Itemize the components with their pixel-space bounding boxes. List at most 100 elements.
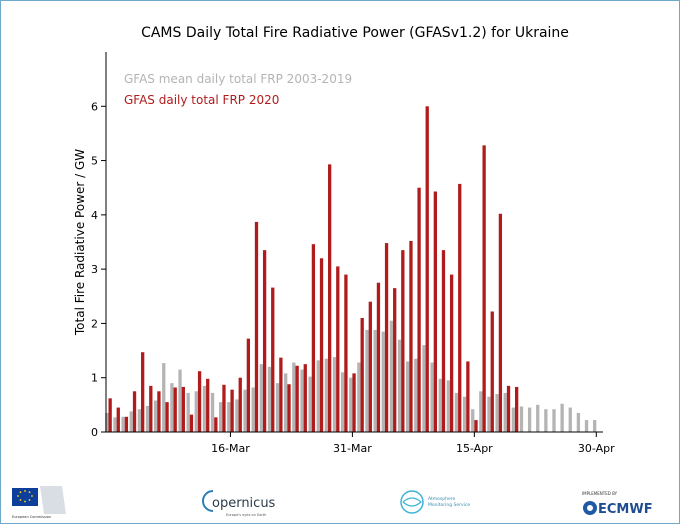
y-tick-label: 3 [91, 263, 98, 276]
mean-bar-day-16 [227, 402, 231, 432]
2020-bar-day-39 [417, 187, 421, 432]
mean-bar-day-47 [479, 391, 483, 432]
2020-bar-day-13 [206, 378, 210, 432]
mean-bar-day-43 [446, 380, 450, 432]
2020-bar-day-28 [328, 164, 332, 432]
mean-bar-day-55 [544, 409, 548, 432]
2020-series-bars [108, 106, 519, 432]
mean-bar-day-21 [267, 366, 272, 432]
mean-bar-day-25 [300, 369, 304, 432]
mean-bar-day-27 [316, 360, 320, 432]
2020-bar-day-26 [311, 244, 316, 432]
copernicus-brand: opernicus [212, 496, 276, 511]
mean-bar-day-53 [527, 407, 532, 432]
mean-bar-day-28 [324, 358, 329, 432]
2020-bar-day-48 [490, 311, 494, 432]
mean-bar-day-37 [397, 339, 402, 432]
eu-text: European Commission [12, 515, 51, 519]
2020-bar-day-20 [262, 250, 267, 432]
mean-bar-day-3 [121, 416, 125, 432]
2020-bar-day-35 [384, 243, 389, 432]
mean-bar-day-41 [430, 362, 434, 432]
2020-bar-day-45 [466, 361, 470, 432]
2020-bar-day-18 [246, 338, 251, 432]
ecmwf-implemented: IMPLEMENTED BY [582, 491, 618, 496]
2020-bar-day-7 [157, 391, 161, 432]
2020-bar-day-8 [165, 402, 169, 432]
y-tick-label: 5 [91, 155, 98, 168]
2020-bar-day-27 [319, 258, 324, 432]
2020-bar-day-23 [287, 384, 291, 432]
ecmwf-logo: IMPLEMENTED BY ECMWF [582, 491, 653, 517]
mean-bar-day-46 [471, 409, 475, 432]
2020-bar-day-47 [482, 145, 486, 432]
mean-bar-day-18 [243, 389, 247, 432]
mean-bar-day-33 [365, 329, 369, 432]
mean-bar-day-20 [259, 364, 263, 432]
legend-entry-mean: GFAS mean daily total FRP 2003-2019 [124, 72, 352, 86]
mean-bar-day-50 [503, 392, 507, 432]
mean-bar-day-22 [275, 383, 280, 432]
mean-bar-day-59 [576, 413, 581, 432]
mean-series-bars [105, 320, 597, 432]
mean-bar-day-30 [340, 372, 345, 432]
2020-bar-day-37 [401, 250, 405, 432]
mean-bar-day-17 [235, 399, 239, 432]
legend-entry-2020: GFAS daily total FRP 2020 [124, 93, 279, 107]
mean-bar-day-24 [292, 362, 296, 432]
mean-bar-day-45 [462, 396, 467, 432]
atmosphere-line2: Monitoring Service [428, 502, 470, 508]
2020-bar-day-17 [238, 377, 242, 432]
2020-bar-day-38 [409, 240, 413, 432]
2020-bar-day-19 [254, 221, 259, 432]
x-tick-label: 30-Apr [578, 442, 615, 455]
y-tick-label: 6 [91, 100, 98, 113]
2020-bar-day-24 [295, 365, 299, 432]
mean-bar-day-12 [194, 391, 198, 432]
copernicus-tagline: Europe's eyes on Earth [226, 513, 266, 517]
2020-bar-day-42 [441, 250, 446, 432]
2020-bar-day-44 [458, 183, 462, 432]
mean-bar-day-2 [113, 417, 117, 432]
2020-bar-day-6 [149, 385, 153, 432]
2020-bar-day-12 [197, 371, 202, 432]
mean-bar-day-23 [284, 373, 288, 432]
mean-bar-day-42 [438, 378, 442, 432]
atmosphere-line1: Atmosphere [428, 496, 455, 502]
2020-bar-day-9 [173, 387, 177, 432]
2020-bar-day-33 [368, 301, 372, 432]
mean-bar-day-60 [584, 420, 589, 432]
2020-bar-day-50 [506, 385, 511, 432]
eu-logo: European Commission [12, 486, 66, 519]
mean-bar-day-15 [219, 402, 223, 432]
mean-bar-day-52 [519, 406, 524, 432]
2020-bar-day-40 [425, 106, 429, 432]
2020-bar-day-25 [303, 364, 307, 432]
mean-bar-day-19 [251, 387, 255, 432]
y-tick-label: 2 [91, 317, 98, 330]
footer-logos: European Commission opernicus Europe's e… [12, 486, 653, 519]
mean-bar-day-9 [170, 383, 174, 432]
2020-bar-day-36 [393, 288, 397, 432]
2020-bar-day-10 [181, 386, 185, 432]
y-axis-ticks: 0 1 2 3 4 5 6 [91, 100, 106, 439]
x-axis-ticks: 16-Mar 31-Mar 15-Apr 30-Apr [211, 432, 615, 455]
2020-bar-day-2 [116, 407, 120, 432]
atmosphere-service-logo: Atmosphere Monitoring Service [400, 490, 470, 514]
2020-bar-day-30 [344, 274, 348, 432]
mean-bar-day-4 [129, 411, 133, 432]
mean-bar-day-32 [357, 362, 361, 432]
mean-bar-day-56 [552, 409, 556, 432]
x-tick-label: 31-Mar [333, 442, 372, 455]
mean-bar-day-5 [137, 409, 142, 432]
mean-bar-day-31 [349, 377, 353, 432]
2020-bar-day-3 [124, 416, 129, 432]
mean-bar-day-6 [145, 405, 150, 432]
chart-title: CAMS Daily Total Fire Radiative Power (G… [141, 25, 569, 41]
2020-bar-day-15 [222, 384, 226, 432]
mean-bar-day-11 [186, 392, 190, 432]
mean-bar-day-26 [308, 376, 312, 432]
ecmwf-name: ECMWF [598, 502, 653, 517]
